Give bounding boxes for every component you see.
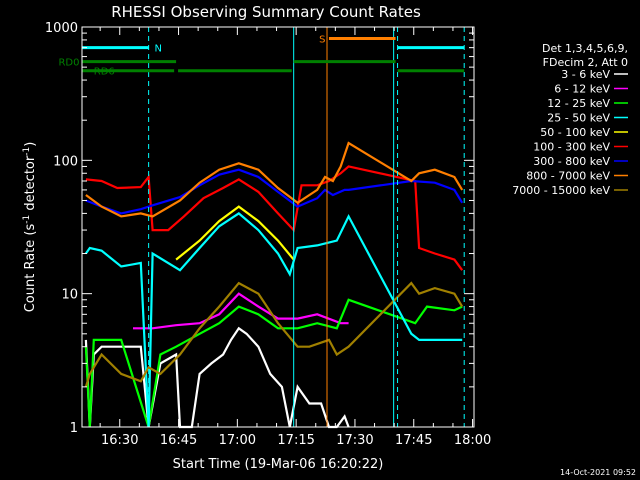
legend-entry-label-5: 100 - 300 keV [533, 141, 610, 154]
series-layer [84, 141, 464, 429]
y-tick-label: 1 [70, 421, 78, 436]
flag-label-2: RD0 [58, 58, 79, 69]
y-axis-label-exponent: -1 [22, 147, 32, 156]
legend: Det 1,3,4,5,6,9, FDecim 2, Att 0 3 - 6 k… [512, 42, 628, 197]
y-axis-label-part: detector [23, 155, 38, 215]
legend-header-line: FDecim 2, Att 0 [543, 56, 628, 69]
series-line-7 [85, 141, 464, 218]
y-axis-label-exponent: -1 [22, 215, 32, 224]
x-ticks: 16:30 16:45 17:00 17:15 17:30 17:45 18:00 [99, 27, 491, 448]
legend-entry-label-6: 300 - 800 keV [533, 155, 610, 168]
x-tick-label: 17:30 [336, 433, 373, 448]
chart-title: RHESSI Observing Summary Count Rates [111, 3, 421, 21]
series-line-6 [85, 168, 464, 215]
x-tick-label: 17:45 [395, 433, 432, 448]
flag-layer: N S RD0 RD6 [58, 34, 465, 78]
legend-entry-label-8: 7000 - 15000 keV [512, 184, 610, 197]
y-axis-label-part: ) [23, 142, 38, 147]
plot-frame [81, 26, 475, 428]
flag-label-3: RD6 [94, 67, 115, 78]
y-ticks: 1 10 100 1000 [45, 21, 474, 436]
x-tick-label: 17:00 [219, 433, 256, 448]
y-tick-label: 10 [61, 288, 78, 303]
legend-header-line: Det 1,3,4,5,6,9, [542, 42, 628, 55]
legend-entry-label-1: 6 - 12 keV [554, 83, 610, 96]
y-tick-label: 100 [53, 154, 78, 169]
x-tick-label: 16:30 [101, 433, 138, 448]
flag-label-0: N [155, 44, 162, 55]
x-tick-label: 17:15 [277, 433, 314, 448]
series-line-0 [84, 326, 350, 429]
series-line-4 [175, 205, 295, 261]
legend-entry-label-4: 50 - 100 keV [540, 126, 610, 139]
series-line-5 [85, 165, 464, 271]
y-axis-label-part: Count Rate (s [23, 224, 38, 313]
series-line-1 [133, 292, 349, 330]
y-tick-label: 1000 [45, 21, 78, 36]
legend-entry-label-3: 25 - 50 keV [547, 112, 610, 125]
series-line-8 [84, 281, 464, 388]
x-tick-label: 18:00 [454, 433, 491, 448]
footer-timestamp: 14-Oct-2021 09:52 [560, 468, 636, 477]
y-axis-label: Count Rate (s-1 detector-1) [22, 142, 38, 313]
series-line-3 [85, 212, 463, 428]
legend-entry-label-2: 12 - 25 keV [547, 97, 610, 110]
marker-layer [148, 27, 465, 427]
x-axis-label: Start Time (19-Mar-06 16:20:22) [173, 457, 384, 472]
flag-label-1: S [319, 34, 325, 45]
legend-entry-label-7: 800 - 7000 keV [526, 170, 610, 183]
legend-entry-label-0: 3 - 6 keV [561, 68, 610, 81]
x-tick-label: 16:45 [160, 433, 197, 448]
